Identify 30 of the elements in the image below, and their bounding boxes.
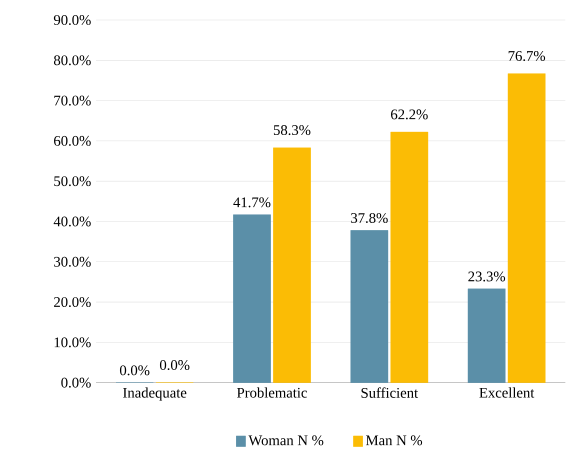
data-label: 58.3% — [274, 125, 310, 136]
bar — [508, 73, 546, 383]
y-tick-label: 30.0% — [54, 256, 91, 267]
y-tick-label: 90.0% — [54, 15, 91, 25]
y-tick-label: 20.0% — [54, 297, 91, 308]
data-label: 23.3% — [468, 272, 506, 282]
y-tick-label: 60.0% — [54, 136, 91, 146]
legend-label: Man N % — [366, 435, 422, 446]
data-label: 62.2% — [391, 109, 428, 120]
legend-label: Woman N % — [248, 435, 324, 446]
data-label: 0.0% — [120, 365, 150, 376]
x-tick-label: Inadequate — [123, 387, 186, 401]
bar — [390, 132, 428, 383]
y-tick-label: 10.0% — [54, 337, 91, 348]
x-tick-label: Sufficient — [362, 387, 418, 398]
bar — [468, 288, 506, 383]
y-tick-label: 40.0% — [54, 216, 91, 226]
x-tick-label: Excellent — [479, 387, 534, 398]
data-label: 37.8% — [351, 213, 388, 224]
bar — [233, 214, 271, 383]
x-tick-label: Problematic — [236, 387, 307, 398]
bar — [273, 148, 311, 383]
y-tick-label: 80.0% — [54, 55, 91, 66]
bar — [350, 230, 388, 383]
data-label: 41.7% — [233, 197, 270, 208]
y-tick-label: 50.0% — [54, 176, 91, 186]
y-tick-label: 70.0% — [54, 96, 91, 106]
data-label: 0.0% — [160, 360, 190, 370]
data-label: 76.7% — [508, 51, 546, 61]
y-tick-label: 0.0% — [61, 378, 91, 388]
